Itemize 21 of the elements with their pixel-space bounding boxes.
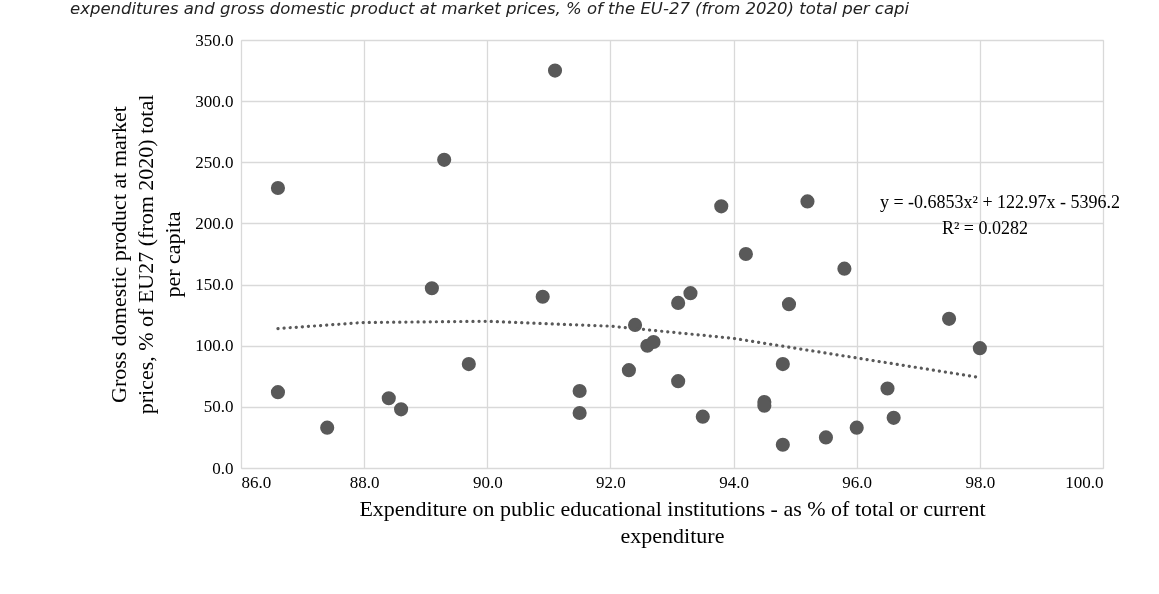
x-tick-label: 100.0 [1065,472,1104,492]
x-tick-label: 94.0 [719,472,749,492]
y-tick-label: 350.0 [195,30,234,50]
y-tick-label: 300.0 [195,91,234,111]
x-tick-label: 90.0 [472,472,503,492]
y-tick-label: 50.0 [203,397,234,417]
y-axis-title: Gross domestic product at market prices, % of EU27 (from 2020) total per capita [106,94,186,415]
x-tick-label: 98.0 [965,472,996,492]
chart-title: expenditures and gross domestic product at market prices, % of the EU-27 (from 2020) total per capi [70,0,910,18]
x-tick-label: 92.0 [596,472,626,492]
x-tick-label: 88.0 [349,472,380,492]
y-tick-label: 100.0 [195,336,234,356]
annotation: y = -0.6853x² + 122.97x - 5396.2 [879,192,1121,212]
x-tick-label: 86.0 [241,472,272,492]
y-tick-label: 250.0 [195,152,234,172]
y-tick-label: 150.0 [195,275,234,295]
annotation: R² = 0.0282 [941,218,1029,238]
x-tick-label: 96.0 [842,472,873,492]
x-axis-title: Expenditure on public educational institutions - as % of total or current expenditure [359,495,986,548]
y-tick-label: 200.0 [195,213,234,233]
y-tick-label: 0.0 [212,458,234,478]
